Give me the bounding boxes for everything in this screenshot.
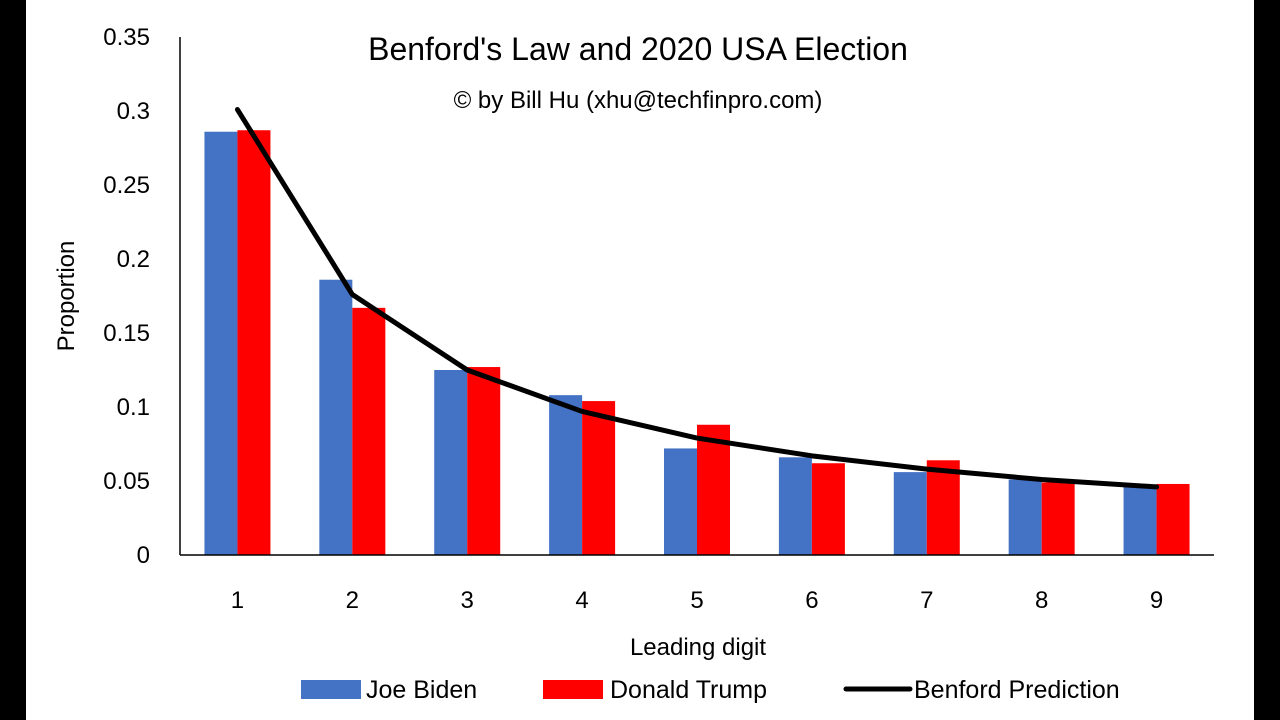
bar-biden <box>319 279 353 555</box>
chart-subtitle: © by Bill Hu (xhu@techfinpro.com) <box>454 87 823 114</box>
x-tick-label: 9 <box>1150 587 1163 614</box>
bar-trump <box>352 307 386 555</box>
x-tick-label: 7 <box>920 587 933 614</box>
x-axis-label: Leading digit <box>630 634 766 661</box>
benford-chart: Benford's Law and 2020 USA Election © by… <box>53 24 1214 704</box>
legend-label: Benford Prediction <box>914 676 1120 704</box>
bar-trump <box>697 424 730 555</box>
x-tick-label: 1 <box>231 587 244 614</box>
y-tick-label: 0.2 <box>117 246 150 273</box>
y-axis-ticks: 0 0.05 0.1 0.15 0.2 0.25 0.3 0.35 <box>103 24 150 569</box>
bar-trump <box>1156 483 1190 555</box>
y-tick-label: 0.3 <box>117 98 150 125</box>
bar-biden <box>778 457 812 555</box>
legend-label: Donald Trump <box>610 676 767 704</box>
x-tick-label: 5 <box>690 587 703 614</box>
benford-prediction-line <box>234 107 1160 490</box>
chart-frame: Benford's Law and 2020 USA Election © by… <box>26 0 1254 720</box>
x-tick-label: 4 <box>575 587 588 614</box>
chart-title: Benford's Law and 2020 USA Election <box>368 31 908 67</box>
y-tick-label: 0.15 <box>103 320 150 347</box>
legend-swatch <box>543 680 603 699</box>
bar-biden <box>204 131 238 555</box>
y-tick-label: 0 <box>137 542 150 569</box>
bar-biden <box>434 370 468 555</box>
bars <box>204 130 1190 556</box>
bar-trump <box>1041 482 1075 555</box>
bar-trump <box>926 460 960 555</box>
legend: Joe Biden Donald Trump Benford Prediction <box>301 676 1120 704</box>
legend-swatch <box>301 680 361 699</box>
x-tick-label: 8 <box>1035 587 1048 614</box>
y-axis-label: Proportion <box>53 241 80 352</box>
y-tick-label: 0.05 <box>103 468 150 495</box>
bar-biden <box>1123 486 1157 555</box>
bar-biden <box>1008 479 1042 555</box>
y-tick-label: 0.1 <box>117 394 150 421</box>
bar-biden <box>664 448 697 555</box>
benford-line-layer <box>234 107 1160 490</box>
bar-biden <box>893 472 927 555</box>
bar-trump <box>467 367 501 555</box>
x-tick-label: 3 <box>461 587 474 614</box>
legend-label: Joe Biden <box>366 676 477 704</box>
x-tick-label: 2 <box>346 587 359 614</box>
y-tick-label: 0.25 <box>103 172 150 199</box>
bar-biden <box>549 395 583 555</box>
y-tick-label: 0.35 <box>103 24 150 51</box>
bar-trump <box>237 130 271 556</box>
bar-trump <box>582 401 616 555</box>
bar-trump <box>811 463 845 555</box>
x-axis-ticks: 1 2 3 4 5 6 7 8 9 <box>231 587 1163 614</box>
x-tick-label: 6 <box>805 587 818 614</box>
